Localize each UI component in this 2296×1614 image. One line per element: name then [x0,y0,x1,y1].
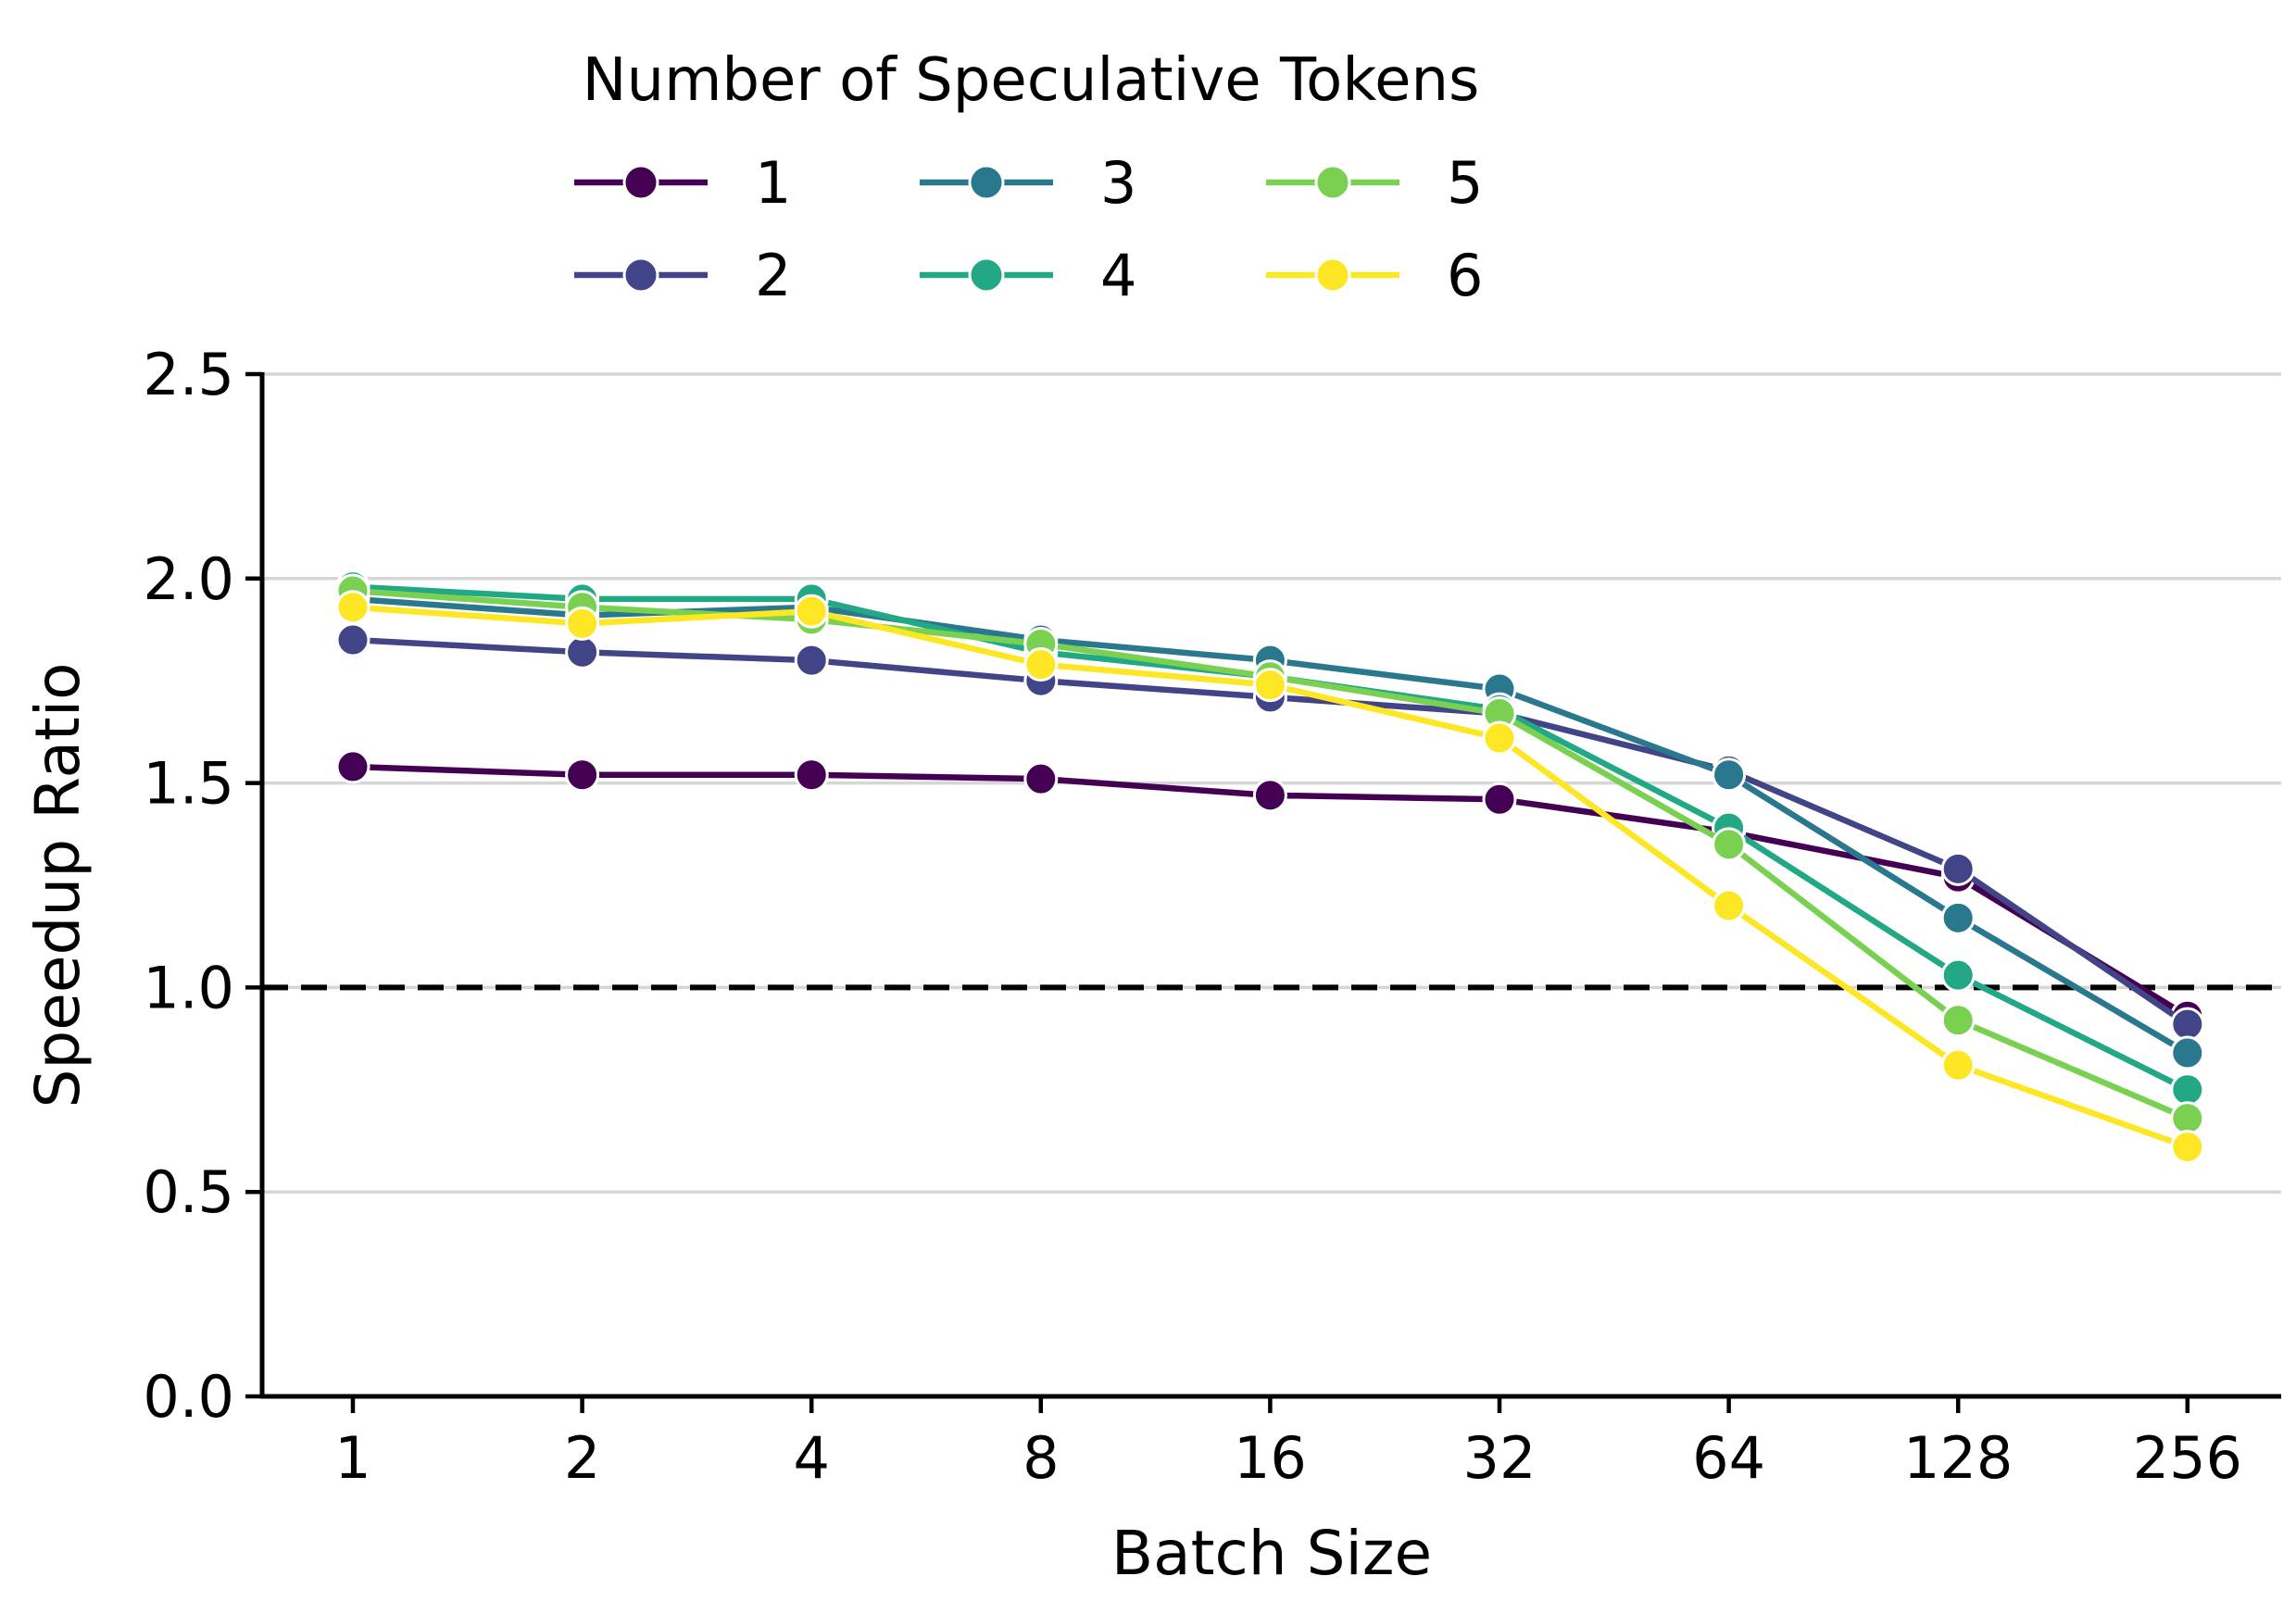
data-point [1023,761,1059,796]
legend-marker [622,164,659,201]
data-point [1940,851,1976,886]
y-tick-label: 1.5 [143,750,234,818]
data-point [1940,1003,1976,1038]
data-point [1940,900,1976,935]
data-point [1712,888,1747,923]
legend-label: 4 [1100,242,1136,309]
data-point [335,622,370,657]
data-point [1940,1047,1976,1082]
x-tick-label: 64 [1692,1424,1765,1492]
data-point [2170,1130,2205,1165]
legend-item-5: 5 [1266,149,1483,217]
series-1 [335,749,2205,1033]
data-point [2170,1101,2205,1136]
data-point [565,757,600,793]
data-point [1482,720,1517,756]
legend-item-1: 1 [574,149,791,217]
data-point [794,757,829,793]
y-tick-label: 0.5 [143,1158,234,1226]
x-tick-label: 4 [793,1424,829,1492]
data-point [1482,782,1517,817]
legend-label: 6 [1447,242,1483,309]
legend-marker [1314,164,1351,201]
legend-marker [968,256,1005,294]
x-tick-label: 128 [1903,1424,2013,1492]
legend-item-3: 3 [920,149,1136,217]
y-tick-label: 1.0 [143,954,234,1021]
x-tick-label: 16 [1234,1424,1307,1492]
data-point [1712,757,1747,793]
data-point [1252,778,1287,813]
data-point [565,606,600,641]
x-tick-label: 8 [1023,1424,1059,1492]
legend-marker [1314,256,1351,294]
data-point [794,643,829,678]
axes: 0.0 0.5 1.0 1.5 2.0 2.5 1 2 4 8 16 32 64 128 256 [143,341,2281,1492]
x-tick-label: 32 [1463,1424,1537,1492]
data-point [794,594,829,629]
y-axis-label: Speedup Ratio [22,662,94,1107]
series-6 [335,590,2205,1165]
data-point [2170,1035,2205,1070]
data-point [2170,1007,2205,1042]
legend-label: 5 [1447,149,1483,217]
x-tick-label: 1 [334,1424,370,1492]
legend-marker [968,164,1005,201]
legend-label: 1 [755,149,791,217]
series-group [335,569,2205,1165]
x-tick-label: 2 [564,1424,600,1492]
y-tick-label: 2.5 [143,341,234,408]
legend-label: 2 [755,242,791,309]
data-point [335,749,370,784]
data-point [1712,827,1747,862]
data-point [335,590,370,625]
data-point [1940,957,1976,993]
y-tick-label: 2.0 [143,545,234,613]
data-point [565,634,600,669]
legend-label: 3 [1100,149,1136,217]
x-axis-label: Batch Size [1111,1518,1432,1589]
legend-title: Number of Speculative Tokens [583,46,1480,115]
data-point [1023,647,1059,682]
legend-marker [622,256,659,294]
legend-item-6: 6 [1266,242,1483,309]
x-tick-label: 256 [2133,1424,2242,1492]
data-point [2170,1072,2205,1107]
data-point [1252,668,1287,703]
y-tick-label: 0.0 [143,1363,234,1431]
legend-item-4: 4 [920,242,1136,309]
legend: 1 2 3 4 5 6 [574,149,1483,309]
legend-item-2: 2 [574,242,791,309]
